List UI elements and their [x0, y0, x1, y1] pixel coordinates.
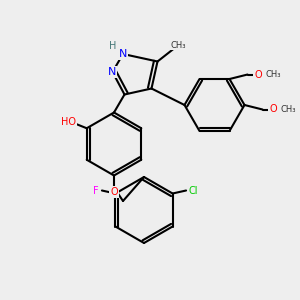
Text: O: O — [269, 104, 277, 115]
Text: CH₃: CH₃ — [265, 70, 281, 79]
Text: O: O — [254, 70, 262, 80]
Text: N: N — [119, 49, 127, 59]
Text: N: N — [108, 67, 116, 77]
Text: CH₃: CH₃ — [171, 40, 186, 50]
Text: HO: HO — [61, 117, 76, 127]
Text: H: H — [109, 40, 116, 51]
Text: F: F — [93, 185, 99, 196]
Text: O: O — [110, 187, 118, 197]
Text: CH₃: CH₃ — [280, 105, 296, 114]
Text: Cl: Cl — [189, 185, 198, 196]
